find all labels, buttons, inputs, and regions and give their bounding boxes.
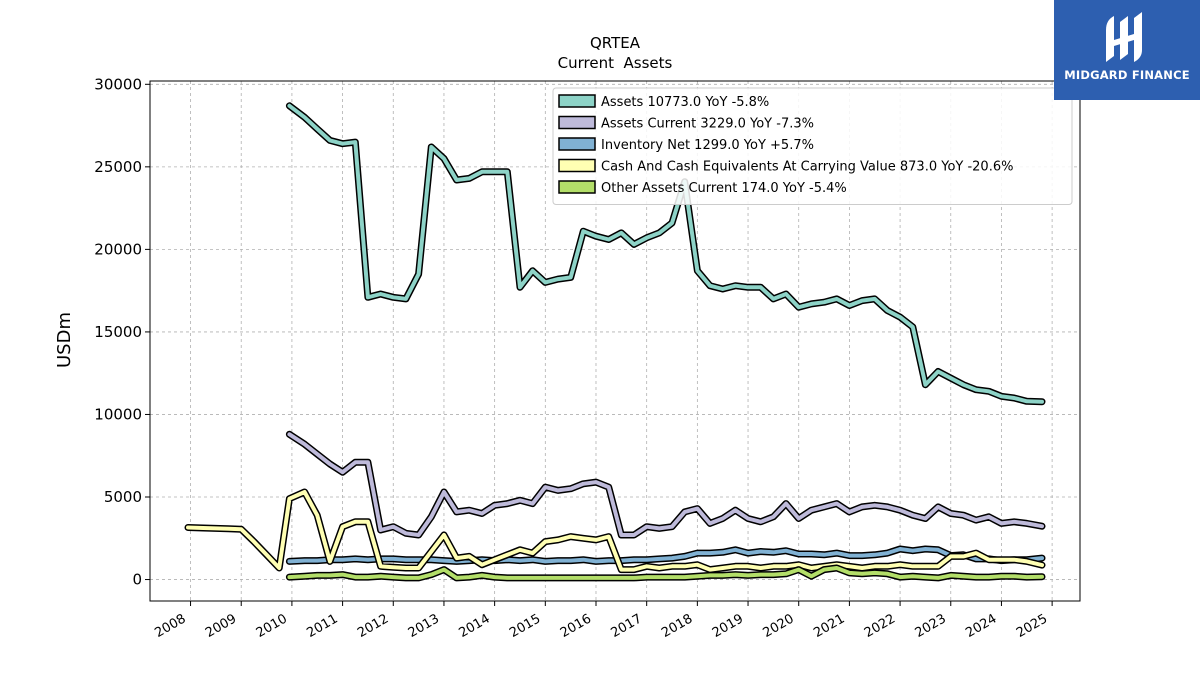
y-tick-label: 10000 [94,405,142,423]
x-tick-label: 2013 [406,611,442,641]
series-line [287,566,1044,580]
x-tick-label: 2010 [254,611,290,641]
legend-item: Cash And Cash Equivalents At Carrying Va… [558,158,1013,175]
legend-item: Other Assets Current 174.0 YoY -5.4% [558,180,847,196]
legend-box [552,87,1073,205]
chart-subtitle: Current Assets [558,54,673,72]
x-tick-label: 2014 [456,611,492,641]
x-tick-label: 2008 [152,611,188,641]
legend-label: Cash And Cash Equivalents At Carrying Va… [601,160,1013,175]
brand-mark-icon [1106,12,1142,62]
x-tick-label: 2019 [710,611,746,641]
brand-name: MIDGARD FINANCE [1064,68,1190,82]
x-axis: 2008 2009 2010 2011 2012 2013 2014 2015 2016 2017… [152,601,1053,641]
y-axis-label: USDm [54,312,75,368]
series-2 [285,430,1046,539]
legend-label: Other Assets Current 174.0 YoY -5.4% [601,181,847,196]
y-tick-label: 5000 [104,488,142,506]
y-tick-label: 25000 [94,158,142,176]
x-tick-label: 2018 [659,611,695,641]
legend-swatch [558,115,596,130]
series-3 [285,545,1046,565]
legend-label: Assets Current 3229.0 YoY -7.3% [601,117,814,132]
brand-logo: MIDGARD FINANCE [1054,0,1200,100]
legend-label: Assets 10773.0 YoY -5.8% [601,95,769,110]
chart-title: QRTEA [590,34,641,52]
x-tick-label: 2025 [1014,611,1050,641]
series-5 [285,564,1046,582]
series-layer [184,102,1046,582]
series-line [287,103,1044,404]
series-line [287,547,1044,564]
legend: Assets 10773.0 YoY -5.8% Assets Current 3… [552,87,1073,205]
y-axis: 0 5000 10000 15000 20000 25000 30000 [94,75,150,589]
x-tick-label: 2011 [304,611,340,641]
x-tick-label: 2016 [558,611,594,641]
x-tick-label: 2023 [913,611,949,641]
plot-frame [149,80,1081,602]
y-tick-label: 15000 [94,323,142,341]
x-tick-label: 2021 [811,611,847,641]
x-tick-label: 2012 [355,611,391,641]
series-line [186,490,1044,572]
series-4 [184,488,1046,574]
series-1 [285,102,1046,406]
x-tick-label: 2022 [862,611,898,641]
x-tick-label: 2015 [507,611,543,641]
legend-item: Assets Current 3229.0 YoY -7.3% [558,115,814,132]
legend-swatch [558,137,596,151]
y-tick-label: 20000 [94,240,142,258]
legend-item: Assets 10773.0 YoY -5.8% [558,94,769,110]
legend-item: Inventory Net 1299.0 YoY +5.7% [558,137,814,153]
x-tick-label: 2009 [203,611,239,641]
legend-swatch [558,180,596,194]
y-tick-label: 30000 [94,75,142,93]
legend-swatch [558,94,596,108]
x-tick-label: 2024 [963,611,999,641]
y-tick-label: 0 [132,571,142,589]
series-line [287,432,1044,537]
legend-label: Inventory Net 1299.0 YoY +5.7% [601,138,814,153]
x-tick-label: 2017 [609,611,645,641]
x-tick-label: 2020 [761,611,797,641]
series-line-outline [285,430,1046,539]
legend-swatch [558,158,596,173]
